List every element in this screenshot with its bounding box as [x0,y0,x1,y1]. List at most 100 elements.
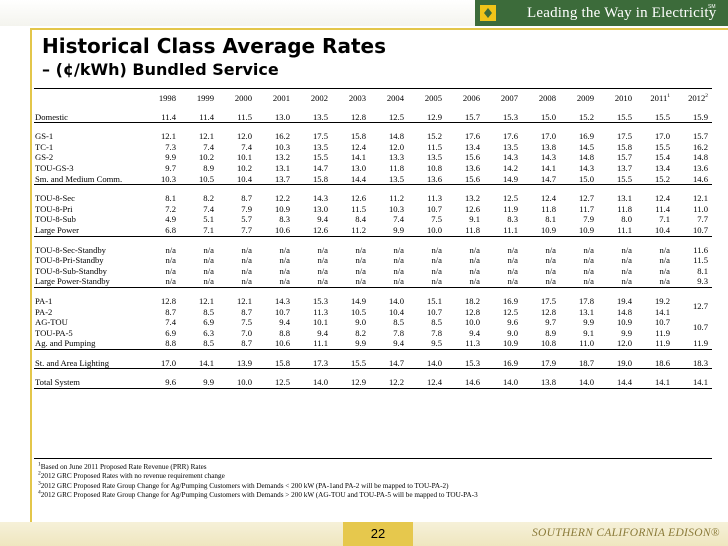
year-label: 2002 [310,93,328,103]
rates-table: 1998 1999 2000 2001 2002 2003 2004 2005 2006 2007… [34,93,712,390]
rate-cell: 10.7 [274,306,290,317]
table-row: Total System 9.6 9.9 10.0 12.5 14.0 12.9 12.2 12… [34,377,712,390]
footnote-number: 1 [38,461,41,468]
rate-cell: 14.6 [674,173,712,186]
year-label: 2012 [688,93,706,103]
rate-cell: 14.0 [484,377,522,390]
rate-cell: 17.3 [294,357,332,370]
year-header-1998: 1998 [142,93,180,104]
rate-cell: 8.5 [393,317,404,328]
rate-cell: 14.0 [560,377,598,390]
rate-cell: n/a [621,255,633,266]
table-bottom-rule [34,458,712,459]
rate-cell: 14.1 [540,162,556,173]
rate-cell: 11.8 [541,203,556,214]
spacer-row [34,236,712,245]
rate-cell: 12.1 [160,131,176,142]
table-row: Large Power 6.8 7.1 7.7 10.6 12.6 11.2 9.9 10.0 1… [34,224,712,237]
table-row: Sm. and Medium Comm. 10.3 10.5 10.4 13.7 15.8… [34,173,712,186]
rate-cell: 10.4 [218,173,256,186]
rate-cell: n/a [545,255,557,266]
rate-cell: 13.2 [274,152,290,163]
rate-cell: 8.3 [507,214,518,225]
rate-cell: 10.7 [426,203,442,214]
rate-cell: 12.6 [350,193,366,204]
table-row: TOU-8-Pri-Standby n/a n/a n/a n/a n/a n/a n/a n/… [34,255,712,266]
rate-cell: n/a [241,265,253,276]
rate-cell: n/a [355,265,367,276]
rate-cell: 15.5 [312,152,328,163]
rate-cell: 6.3 [203,327,214,338]
rate-cell: n/a [355,244,367,255]
rate-cell: 12.1 [236,295,252,306]
rate-cell: 13.2 [464,193,480,204]
year-label: 1998 [158,93,176,103]
rate-cell: n/a [408,276,446,288]
rate-cell: 13.5 [294,111,332,124]
row-label: GS-2 [35,152,54,163]
rate-cell: n/a [165,244,177,255]
table-row: Domestic 11.4 11.4 11.5 13.0 13.5 12.8 12.5 12.9… [34,111,712,124]
rate-cell: 17.6 [502,131,518,142]
rate-cell: 11.7 [579,203,594,214]
rate-cell: 12.2 [274,193,290,204]
rate-cell: 9.4 [469,327,480,338]
rate-cell: 15.6 [446,173,484,186]
rate-cell: 9.9 [621,327,632,338]
rate-cell: 15.3 [312,295,328,306]
year-header-2002: 2002 [294,93,332,104]
rate-cell: 15.8 [616,141,632,152]
rate-cell: 15.0 [522,111,560,124]
rate-cell: 8.9 [545,327,556,338]
rate-cell: 17.5 [540,295,556,306]
rate-cell: 15.0 [560,173,598,186]
rate-cell: n/a [469,255,481,266]
rate-cell: 17.6 [464,131,480,142]
rate-cell: n/a [203,244,215,255]
rate-cell: 11.9 [674,338,712,350]
table-row: GS-1 12.1 12.1 12.0 16.2 17.5 15.8 14.8 15.2 17.6… [34,131,712,142]
top-banner: Leading the Way in Electricity SM [0,0,728,26]
rate-cell: 8.1 [545,214,556,225]
footnote-text: 2012 GRC Proposed Rate Group Change for … [40,481,449,490]
rate-cell: 13.0 [350,162,366,173]
rate-cell: 8.1 [165,193,176,204]
rate-cell: 13.5 [502,141,518,152]
year-label: 2011 [650,93,668,103]
year-label: 2000 [234,93,252,103]
table-row: TOU-8-Sub 4.9 5.1 5.7 8.3 9.4 8.4 7.4 7.5 9.1 8.3 8… [34,214,712,225]
rate-cell: 12.0 [598,338,636,350]
rate-cell: 12.4 [540,193,556,204]
row-label: PA-1 [35,295,53,306]
rate-cell: 11.5 [427,141,442,152]
rate-cell: 14.8 [578,152,594,163]
rate-cell: 12.5 [502,193,518,204]
rate-cell: 4.9 [165,214,176,225]
rate-cell: 8.4 [355,214,366,225]
rate-cell: 14.0 [408,357,446,370]
rate-cell: 7.4 [241,141,252,152]
rate-cell: 10.5 [350,306,366,317]
row-label: TOU-8-Pri-Standby [35,255,104,266]
rate-cell: 10.9 [522,224,560,237]
rate-cell: 10.3 [388,203,404,214]
rate-cell: 13.6 [692,162,708,173]
row-label: Total System [34,377,142,390]
rate-cell: 11.2 [389,193,404,204]
rate-cell-merged: 12.7 [692,301,708,312]
rate-cell: 7.5 [241,317,252,328]
rate-cell: 15.2 [426,131,442,142]
rate-cell: n/a [431,255,443,266]
rate-cell: 9.6 [507,317,518,328]
table-row: TC-1 7.3 7.4 7.4 10.3 13.5 12.4 12.0 11.5 13.4 13.… [34,142,712,153]
row-label: Domestic [34,111,142,124]
rate-cell: 9.4 [317,327,328,338]
rate-cell: 9.7 [545,317,556,328]
table-row: GS-2 9.9 10.2 10.1 13.2 15.5 14.1 13.3 13.5 15.6 1… [34,152,712,163]
rate-cell: 9.5 [408,338,446,350]
rate-cell: 15.5 [636,111,674,124]
rate-cell: 11.8 [617,203,632,214]
rate-cell: 12.6 [294,224,332,237]
rate-cell: 13.1 [616,193,632,204]
rate-cell: n/a [332,276,370,288]
